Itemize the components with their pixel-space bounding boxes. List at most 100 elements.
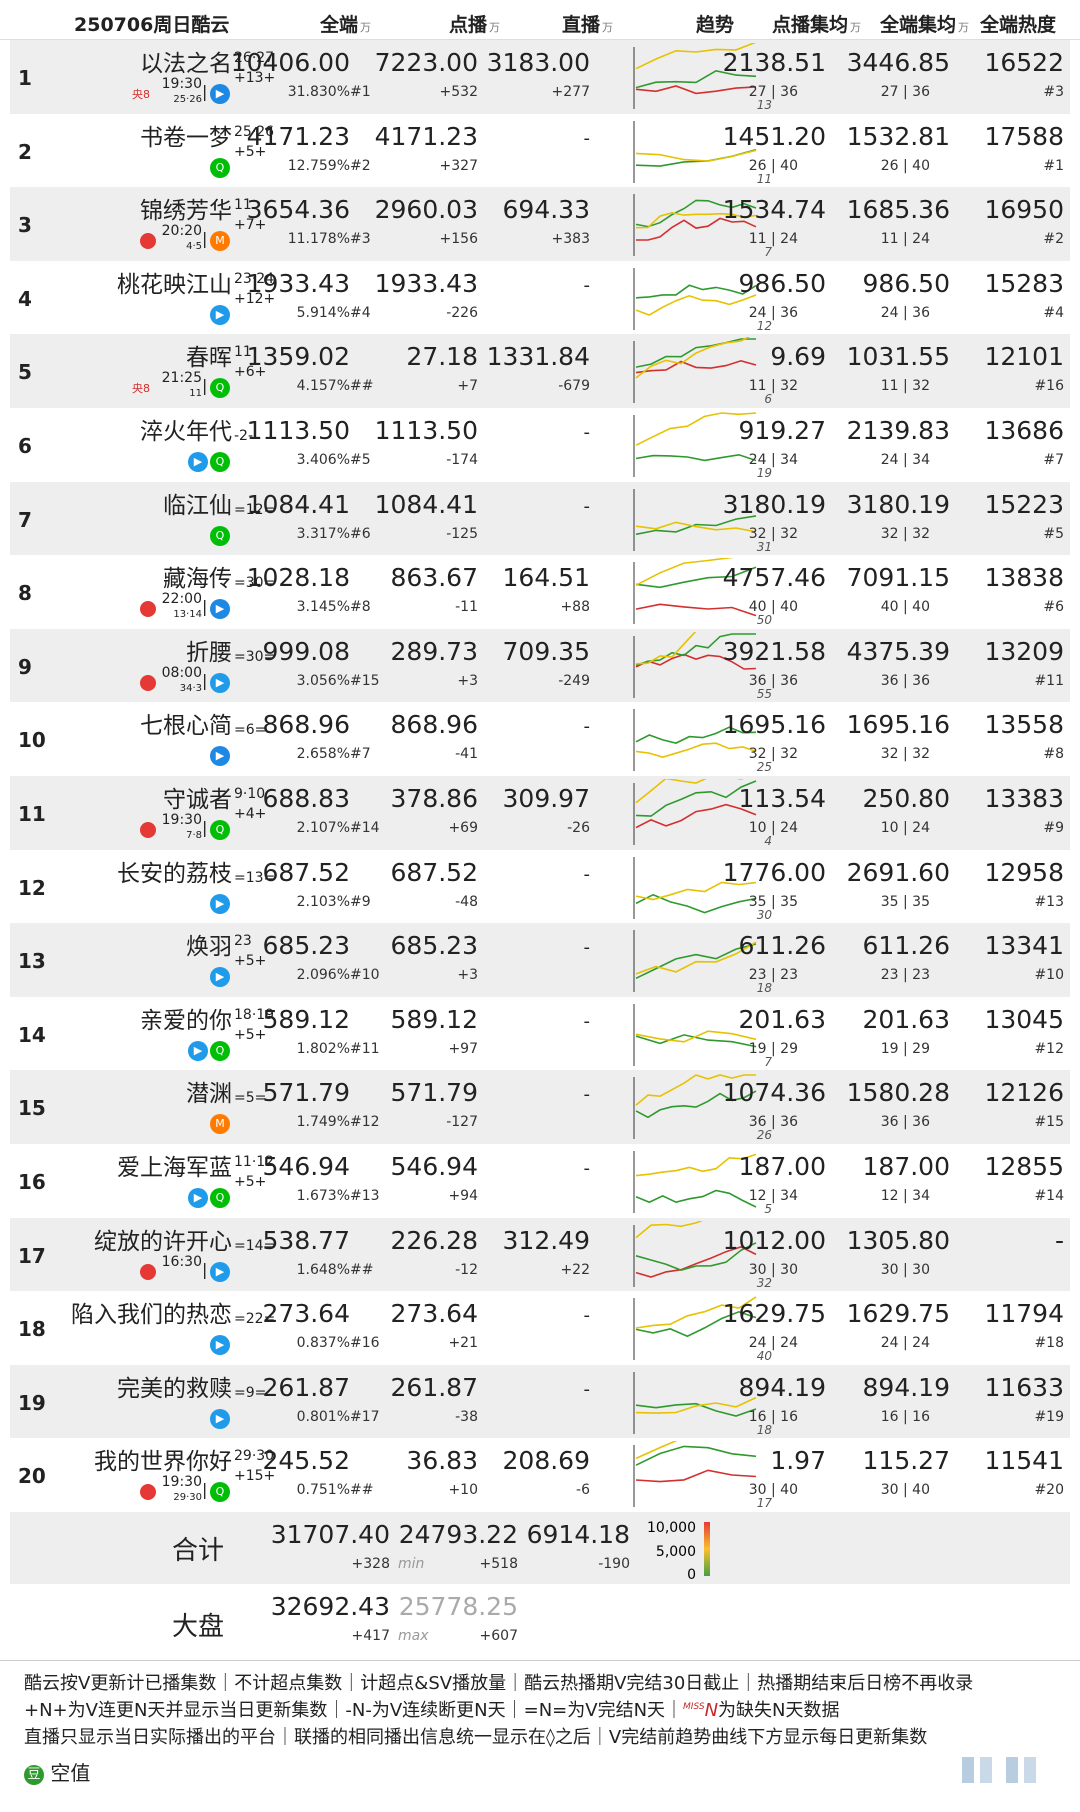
live-total: 1331.84 bbox=[486, 342, 590, 372]
vod-rank: #5 bbox=[350, 452, 371, 468]
vod-delta: +327 bbox=[439, 157, 478, 174]
vod-avg: 1.97 bbox=[770, 1446, 826, 1476]
heat-value: 11633 bbox=[984, 1372, 1064, 1402]
channel-info: ▶ bbox=[122, 1407, 232, 1435]
all-share: 3.317% bbox=[296, 525, 350, 542]
live-total: - bbox=[583, 1084, 591, 1106]
market-vod-note: max bbox=[398, 1628, 429, 1644]
vod-delta: +97 bbox=[448, 1040, 478, 1057]
heat-rank: #9 bbox=[1043, 820, 1064, 836]
channel-info: ▶ | 22:00 13·14 bbox=[122, 591, 232, 625]
update-status: =6= bbox=[234, 722, 267, 739]
episode-numbers: 25·26 bbox=[234, 123, 275, 140]
vod-avg-episodes: 24 | 36 bbox=[748, 304, 798, 321]
rank-number: 4 bbox=[18, 286, 32, 311]
vod-delta: +21 bbox=[448, 1335, 478, 1352]
trend-line bbox=[635, 1469, 757, 1483]
channel-info: M bbox=[122, 1112, 232, 1140]
color-scale: 10,000 5,000 0 bbox=[647, 1520, 710, 1582]
vod-rank: #10 bbox=[350, 967, 380, 984]
trend-line bbox=[635, 337, 751, 379]
show-name: 完美的救赎 bbox=[117, 1375, 232, 1402]
trend-line bbox=[635, 803, 757, 829]
all-total: 1933.43 bbox=[246, 268, 350, 298]
header-vod: 点播万 bbox=[449, 14, 501, 36]
vod-avg: 4757.46 bbox=[722, 563, 826, 593]
live-total: - bbox=[583, 1378, 591, 1400]
vod-rank: #14 bbox=[350, 820, 380, 836]
trend-line bbox=[635, 780, 757, 817]
scale-label-mid: 5,000 bbox=[656, 1544, 696, 1560]
youku-icon: ▶ bbox=[210, 599, 230, 620]
tv-station-icon bbox=[140, 1263, 156, 1280]
trend-line bbox=[635, 881, 757, 900]
youku-icon: ▶ bbox=[210, 84, 230, 104]
totals-vod: 24793.22 bbox=[398, 1520, 518, 1549]
all-avg-episodes: 36 | 36 bbox=[880, 672, 930, 689]
table-row: 4 桃花映江山 23·24 +12+ ▶ 1933.43 5.914% 1933.43 #4 -2… bbox=[10, 261, 1070, 335]
header-trend: 趋势 bbox=[696, 14, 735, 36]
trend-day-count: 40 bbox=[757, 1349, 773, 1362]
tencent-icon: ▶ bbox=[210, 304, 230, 325]
air-dates: 29·30 bbox=[173, 1492, 202, 1504]
trend-line bbox=[635, 294, 757, 316]
vod-delta: -41 bbox=[455, 746, 478, 763]
vod-rank: ## bbox=[350, 1261, 374, 1278]
vod-avg: 1451.20 bbox=[722, 121, 826, 151]
update-status: =14= bbox=[234, 1237, 276, 1254]
episode-numbers: 11·12 bbox=[234, 1154, 275, 1170]
table-row: 17 绽放的许开心 =14= ▶ | 16:30 538.77 1.648% 226.28 ## -… bbox=[10, 1217, 1070, 1292]
all-avg-episodes: 32 | 32 bbox=[880, 746, 930, 763]
vod-rank: #3 bbox=[350, 231, 371, 248]
all-share: 1.648% bbox=[296, 1261, 350, 1278]
all-share: 3.056% bbox=[296, 672, 350, 689]
mgtv-icon: M bbox=[210, 231, 230, 252]
vod-total: 685.23 bbox=[390, 931, 478, 961]
trend-line bbox=[635, 1030, 757, 1043]
vod-avg-episodes: 24 | 34 bbox=[748, 452, 798, 468]
trend-line bbox=[635, 742, 757, 759]
trend-line bbox=[635, 148, 757, 167]
tencent-icon: ▶ bbox=[210, 967, 230, 988]
table-row: 3 锦绣芳华 11 +7+ M | 20:20 4·5 3654.36 11.178% 2960.0… bbox=[10, 187, 1070, 261]
tencent-icon: ▶ bbox=[188, 1188, 208, 1208]
channel-tag: 央8 bbox=[132, 88, 150, 101]
trend-line bbox=[635, 284, 757, 299]
heat-rank: #7 bbox=[1043, 452, 1064, 468]
vod-delta: +156 bbox=[439, 231, 478, 248]
trend-sparkline: 50 bbox=[633, 558, 772, 626]
all-share: 0.801% bbox=[296, 1408, 350, 1425]
all-avg-episodes: 11 | 32 bbox=[880, 378, 930, 395]
air-time: 19:30 bbox=[161, 76, 202, 92]
trend-sparkline: 7 bbox=[633, 1003, 772, 1068]
all-avg-episodes: 26 | 40 bbox=[880, 157, 930, 174]
vod-avg-episodes: 32 | 32 bbox=[748, 525, 798, 542]
table-row: 6 淬火年代 -2- Q ▶ 1113.50 3.406% 1113.50 #5 -174 - 19 9… bbox=[10, 408, 1070, 482]
separator: | bbox=[202, 597, 208, 617]
heat-value: 16522 bbox=[984, 48, 1064, 77]
all-total: 589.12 bbox=[262, 1004, 350, 1034]
heat-value: 16950 bbox=[984, 195, 1064, 225]
channel-info: ▶ bbox=[122, 303, 232, 331]
trend-line bbox=[635, 1441, 678, 1460]
episode-numbers: 26·27 bbox=[234, 50, 275, 66]
totals-label: 合计 bbox=[172, 1536, 225, 1566]
all-share: 1.673% bbox=[296, 1188, 350, 1204]
episode-numbers: 18·19 bbox=[234, 1006, 275, 1023]
air-time: 08:00 bbox=[161, 664, 202, 681]
heat-value: 11541 bbox=[984, 1446, 1064, 1476]
header-all: 全端万 bbox=[320, 14, 372, 36]
vod-avg-episodes: 32 | 32 bbox=[748, 746, 798, 763]
vod-avg: 201.63 bbox=[738, 1004, 826, 1034]
vod-rank: #16 bbox=[350, 1335, 380, 1352]
trend-day-count: 6 bbox=[764, 392, 772, 405]
vod-avg: 9.69 bbox=[770, 342, 826, 372]
all-share: 0.751% bbox=[296, 1482, 350, 1499]
rank-number: 17 bbox=[18, 1243, 46, 1268]
channel-info: Q | 19:30 7·8 bbox=[122, 812, 232, 846]
vod-delta: -48 bbox=[455, 893, 478, 910]
episode-numbers: 9·10 bbox=[234, 786, 266, 802]
all-avg: 2691.60 bbox=[846, 857, 950, 887]
table-row: 11 守诚者 9·10 +4+ Q | 19:30 7·8 688.83 2.107% 378.86… bbox=[10, 776, 1070, 850]
market-vod: 25778.25 bbox=[398, 1592, 518, 1621]
